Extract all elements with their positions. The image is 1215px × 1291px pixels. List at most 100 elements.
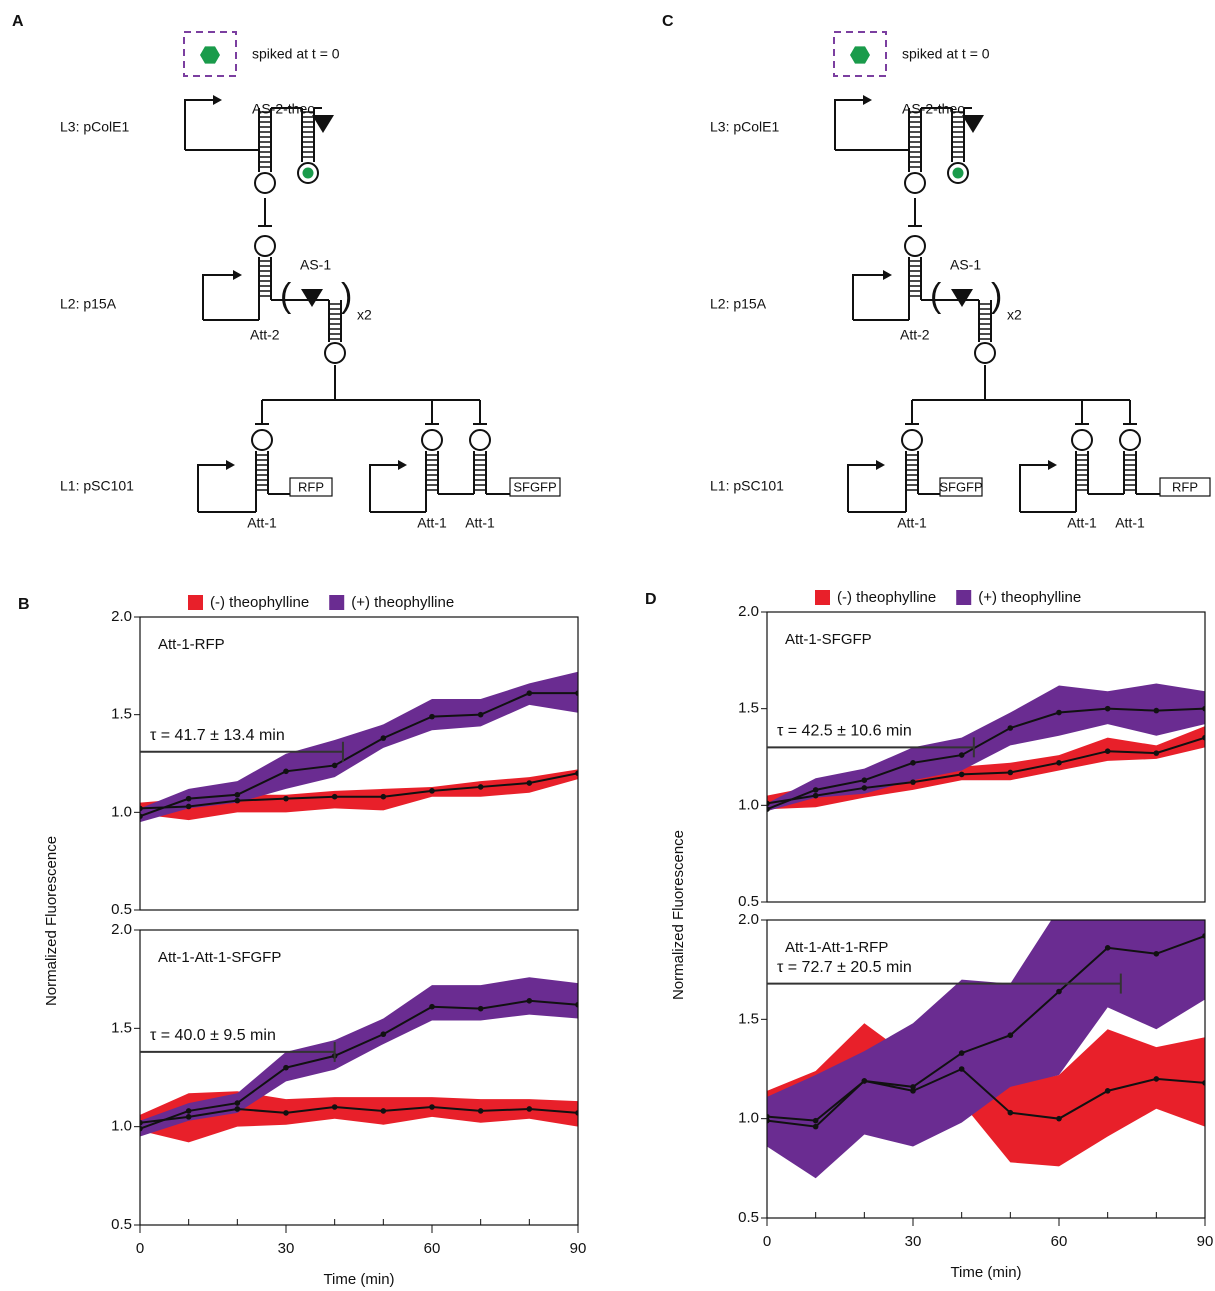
data-point — [1007, 769, 1014, 776]
subplot-title: Att-1-Att-1-RFP — [785, 939, 888, 956]
x-tick-label: 30 — [905, 1233, 922, 1250]
hairpin-loop — [469, 429, 491, 451]
data-point — [575, 690, 578, 696]
x-tick-label: 0 — [763, 1233, 771, 1250]
rna-label: AS-1 — [950, 257, 981, 273]
data-line — [140, 692, 578, 818]
x-tick-label: 60 — [424, 1240, 441, 1257]
data-point — [526, 1106, 533, 1112]
x-tick-label: 60 — [1051, 1233, 1068, 1250]
rna-label: Att-1 — [465, 515, 495, 531]
y-tick-label: 2.0 — [111, 921, 132, 938]
data-point — [1104, 945, 1111, 951]
hairpin-loop — [904, 172, 926, 194]
data-point — [1007, 1032, 1014, 1039]
terminator — [312, 115, 334, 133]
plot-frame — [139, 929, 579, 1226]
spike-box — [183, 31, 237, 77]
hairpin-loop — [251, 429, 273, 451]
data-point — [958, 1066, 965, 1072]
promoter — [834, 99, 863, 150]
data-point — [234, 1106, 241, 1112]
rna-label: AS-2-theo — [252, 101, 315, 117]
paren: ( — [930, 277, 942, 315]
y-tick-label: 0.5 — [111, 901, 132, 918]
error-band — [140, 977, 578, 1137]
data-point — [331, 1104, 338, 1110]
plot-frame — [766, 919, 1206, 1219]
gene-label: SFGFP — [513, 479, 556, 494]
data-point — [812, 1117, 819, 1124]
legend-label: (-) theophylline — [837, 589, 936, 606]
paren: ( — [280, 277, 292, 315]
gene-label: RFP — [298, 479, 324, 494]
y-tick-label: 1.0 — [738, 1110, 759, 1127]
layer-label: L1: pSC101 — [60, 478, 134, 494]
arrowhead — [883, 270, 892, 280]
data-point — [429, 1104, 435, 1110]
data-point — [1056, 760, 1062, 766]
hairpin-loop — [901, 429, 923, 451]
y-tick-label: 1.5 — [738, 700, 759, 717]
data-point — [140, 805, 143, 812]
terminator — [962, 115, 984, 133]
data-point — [331, 793, 338, 800]
data-point — [331, 762, 338, 769]
rna-label: Att-2 — [250, 327, 280, 343]
data-point — [575, 1110, 578, 1116]
rna-label: Att-2 — [900, 327, 930, 343]
rna-label: Att-1 — [1067, 515, 1097, 531]
rna-label: Att-1 — [417, 515, 447, 531]
data-point — [910, 760, 916, 766]
tau-label: τ = 41.7 ± 13.4 min — [150, 727, 285, 744]
terminator — [951, 289, 973, 307]
y-axis-label: Normalized Fluorescence — [670, 830, 687, 1000]
error-band — [140, 671, 578, 823]
data-point — [861, 1078, 868, 1084]
data-point — [1202, 933, 1205, 939]
data-point — [234, 791, 241, 798]
promoter — [1019, 464, 1048, 512]
data-point — [1104, 1088, 1111, 1094]
rna-label: AS-1 — [300, 257, 331, 273]
gene-box — [1159, 477, 1211, 497]
ligand — [302, 167, 314, 179]
data-point — [575, 1001, 578, 1008]
legend-label: (+) theophylline — [351, 594, 454, 611]
data-point — [1153, 750, 1160, 756]
data-point — [1202, 705, 1205, 712]
data-point — [1056, 709, 1062, 716]
paren: ) — [341, 277, 352, 315]
tau-label: τ = 42.5 ± 10.6 min — [777, 723, 912, 740]
data-point — [1202, 734, 1205, 741]
x-tick-label: 90 — [1197, 1233, 1214, 1250]
data-point — [1202, 1080, 1205, 1086]
spike-label: spiked at t = 0 — [902, 46, 990, 62]
data-point — [1056, 1115, 1062, 1122]
data-point — [429, 713, 435, 720]
promoter — [197, 464, 226, 512]
legend-label: (+) theophylline — [978, 589, 1081, 606]
repeat-label: x2 — [1007, 307, 1022, 323]
gene-box — [939, 477, 983, 497]
y-tick-label: 1.5 — [111, 1019, 132, 1036]
rna-label: Att-1 — [1115, 515, 1145, 531]
legend-swatch — [956, 590, 972, 605]
layer-label: L3: pColE1 — [60, 119, 129, 135]
data-point — [958, 771, 965, 778]
promoter — [202, 274, 233, 320]
arrowhead — [876, 460, 885, 470]
y-axis-label: Normalized Fluorescence — [43, 836, 60, 1006]
spike-box — [833, 31, 887, 77]
gene-label: SFGFP — [939, 479, 982, 494]
y-tick-label: 1.5 — [738, 1010, 759, 1027]
data-point — [283, 1064, 289, 1071]
arrowhead — [213, 95, 222, 105]
y-tick-label: 0.5 — [738, 1209, 759, 1226]
data-point — [812, 792, 819, 799]
data-point — [1056, 988, 1062, 995]
gene-box — [509, 477, 561, 497]
legend-swatch — [188, 595, 203, 610]
panel-label: A — [12, 13, 24, 30]
theophylline — [850, 46, 870, 64]
